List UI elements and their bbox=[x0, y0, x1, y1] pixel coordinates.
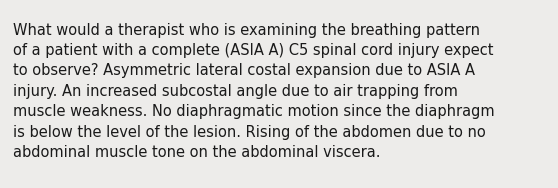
Text: What would a therapist who is examining the breathing pattern
of a patient with : What would a therapist who is examining … bbox=[13, 23, 494, 160]
